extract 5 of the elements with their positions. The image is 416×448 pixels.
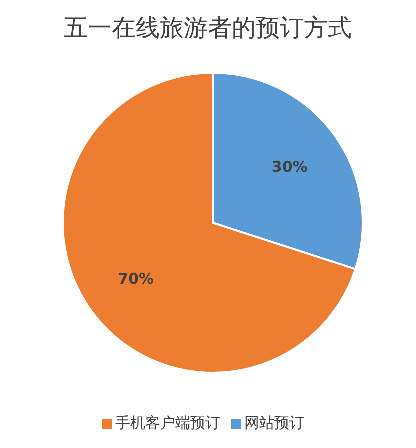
chart-title: 五一在线旅游者的预订方式	[63, 13, 353, 44]
data-label: 70%	[118, 270, 154, 288]
legend-label: 网站预订	[244, 414, 304, 432]
data-label: 30%	[272, 158, 308, 176]
legend-label: 手机客户端预订	[116, 414, 220, 432]
